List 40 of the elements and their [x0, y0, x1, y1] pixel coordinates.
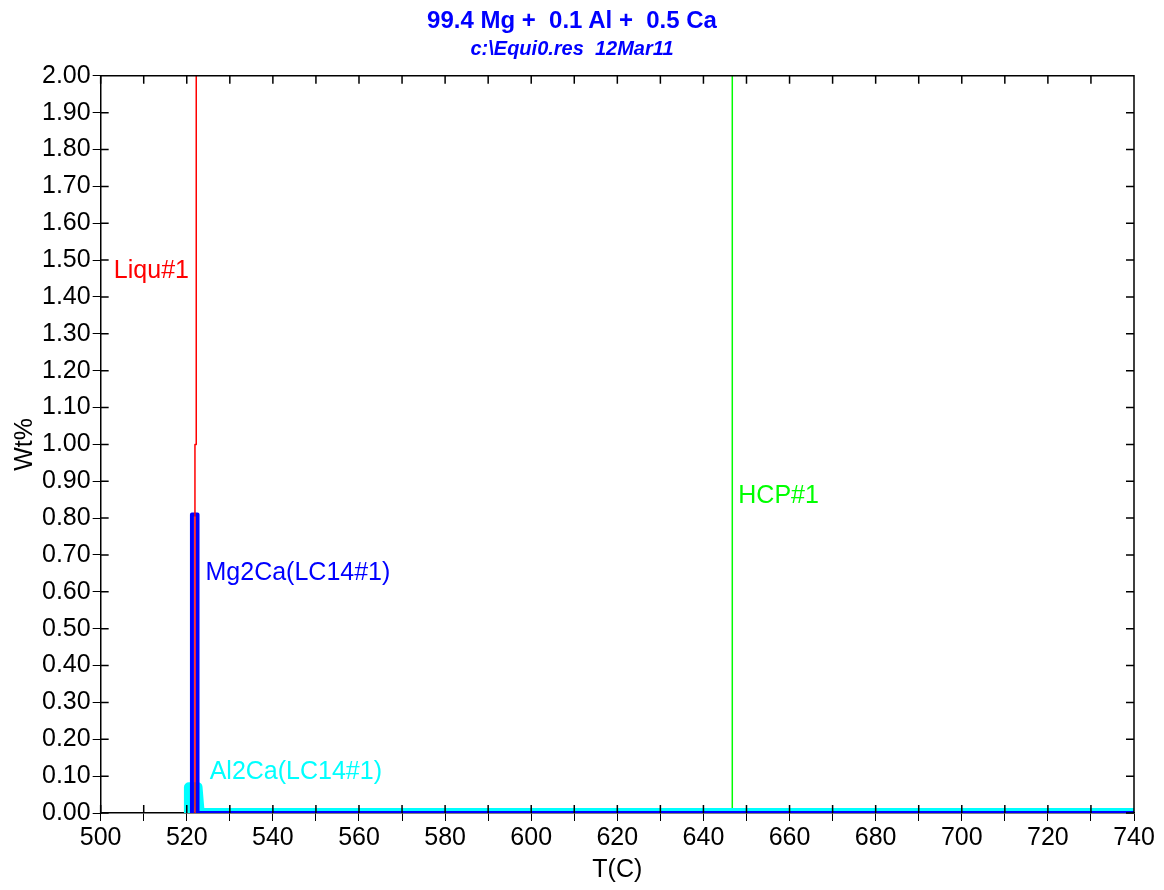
chart-subtitle: c:\Equi0.res 12Mar11: [470, 37, 674, 60]
x-tick-label: 520: [165, 821, 208, 850]
y-axis-title: Wt%: [8, 418, 37, 471]
y-tick-label: 1.30: [41, 317, 91, 346]
x-tick-label: 740: [1113, 821, 1155, 850]
y-tick-label: 1.80: [41, 133, 91, 162]
x-tick-label: 660: [768, 821, 811, 850]
x-tick-label: 560: [338, 821, 380, 850]
y-tick-label: 1.00: [41, 428, 91, 457]
x-tick-label: 620: [596, 821, 639, 850]
y-tick-label: 1.40: [41, 280, 91, 309]
y-tick-label: 0.80: [41, 502, 91, 531]
series-label: HCP#1: [738, 479, 819, 508]
x-tick-label: 640: [682, 821, 725, 850]
series-label: Al2Ca(LC14#1): [209, 756, 383, 785]
x-tick-label: 600: [510, 821, 553, 850]
y-tick-label: 1.20: [41, 354, 91, 383]
x-tick-label: 700: [940, 821, 983, 850]
chart-title: 99.4 Mg + 0.1 Al + 0.5 Ca: [427, 6, 718, 34]
y-tick-label: 0.30: [41, 686, 91, 715]
x-tick-label: 580: [424, 821, 466, 850]
y-tick-label: 0.50: [41, 612, 91, 641]
y-tick-label: 0.90: [41, 465, 91, 494]
x-axis-title: T(C): [592, 853, 643, 882]
y-tick-label: 1.10: [41, 391, 91, 420]
y-tick-label: 0.60: [41, 575, 91, 604]
y-tick-label: 2.00: [41, 59, 91, 88]
y-tick-label: 1.70: [41, 170, 91, 199]
y-tick-label: 1.50: [41, 243, 91, 272]
y-tick-label: 1.90: [41, 96, 91, 125]
series-label: Liqu#1: [113, 255, 189, 284]
series-label: Mg2Ca(LC14#1): [205, 557, 391, 586]
y-tick-label: 1.60: [41, 207, 91, 236]
y-tick-label: 0.20: [41, 723, 91, 752]
x-tick-label: 680: [854, 821, 897, 850]
y-tick-label: 0.10: [41, 760, 91, 789]
y-tick-label: 0.70: [41, 538, 91, 567]
x-tick-label: 540: [252, 821, 294, 850]
x-tick-label: 720: [1027, 821, 1069, 850]
y-tick-label: 0.40: [41, 649, 91, 678]
